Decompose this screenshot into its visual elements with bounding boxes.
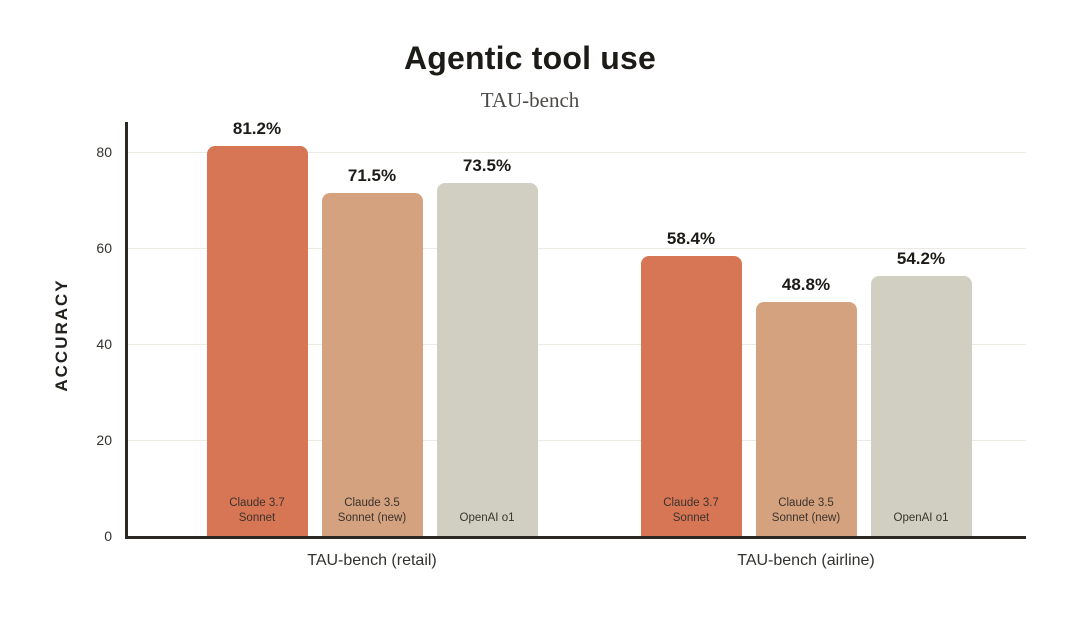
chart-subtitle: TAU-bench: [480, 88, 580, 112]
bar-series-label: Claude 3.7 Sonnet: [663, 497, 719, 524]
y-tick-40: 40: [96, 336, 112, 352]
bar-value-label: 81.2%: [232, 119, 282, 139]
bar-series-label: Claude 3.5 Sonnet (new): [771, 497, 841, 524]
bar-series-label: OpenAI o1: [459, 512, 515, 524]
y-tick-20: 20: [96, 432, 112, 448]
bar-value-label: 73.5%: [462, 156, 512, 176]
y-tick-80: 80: [96, 144, 112, 160]
chart-title: Agentic tool use: [403, 40, 657, 76]
x-category-label: TAU-bench (airline): [737, 552, 875, 569]
bar-openai-o1: [436, 183, 538, 536]
bar-claude-3-5-sonnet-new-: [755, 301, 857, 536]
y-axis-label: ACCURACY: [52, 278, 71, 392]
bar-series-label: Claude 3.5 Sonnet (new): [337, 497, 407, 524]
y-tick-0: 0: [104, 528, 112, 544]
bar-value-label: 71.5%: [347, 165, 397, 185]
gridline-40: [128, 344, 1026, 345]
bar-claude-3-7-sonnet: [640, 255, 742, 536]
y-tick-60: 60: [96, 240, 112, 256]
plot-area: 0 20 40 60 80 81.2% Claude 3.7 Sonnet 71.5% Clau…: [96, 119, 1026, 569]
gridline-60: [128, 248, 1026, 249]
bar-openai-o1: [870, 275, 972, 536]
bar-claude-3-5-sonnet-new-: [321, 192, 423, 536]
gridline-80: [128, 152, 1026, 153]
x-category-label: TAU-bench (retail): [307, 552, 437, 569]
gridline-20: [128, 440, 1026, 441]
bar-value-label: 48.8%: [781, 274, 831, 294]
bar-value-label: 58.4%: [666, 228, 716, 248]
bar-series-label: OpenAI o1: [893, 512, 949, 524]
bar-value-label: 54.2%: [896, 248, 946, 268]
bar-series-label: Claude 3.7 Sonnet: [229, 497, 285, 524]
bar-claude-3-7-sonnet: [206, 146, 308, 536]
